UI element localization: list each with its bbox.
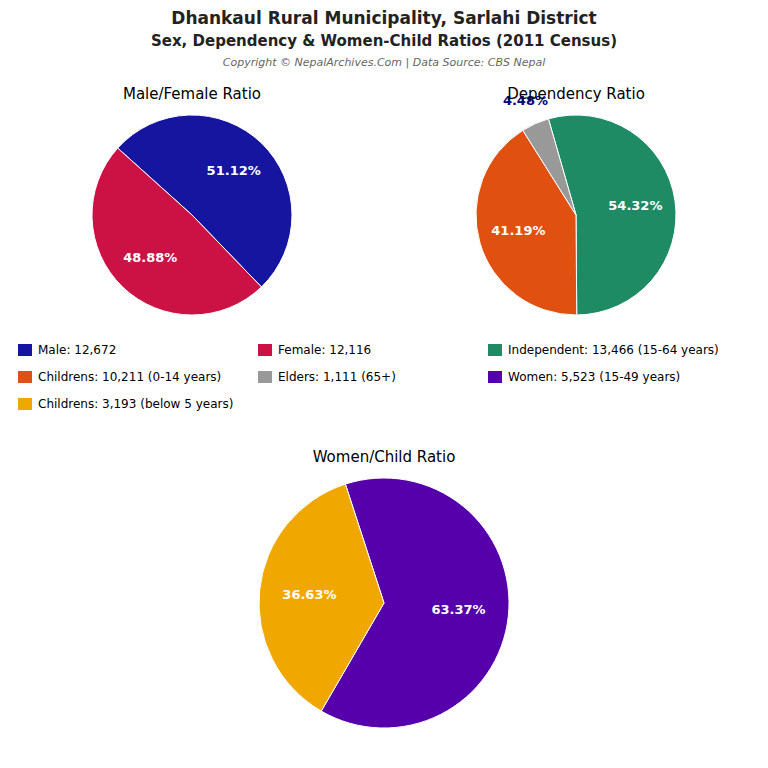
- legend-label: Childrens: 3,193 (below 5 years): [38, 397, 233, 411]
- legend-swatch: [18, 371, 32, 383]
- legend-label: Women: 5,523 (15-49 years): [508, 370, 680, 384]
- pie-title: Dependency Ratio: [507, 85, 645, 103]
- legend-label: Independent: 13,466 (15-64 years): [508, 343, 719, 357]
- data-label: 36.63%: [282, 587, 336, 602]
- legend: Male: 12,672 Female: 12,116 Independent: 1…: [18, 343, 719, 411]
- pie: 54.32%41.19%4.48%: [476, 93, 676, 315]
- legend-swatch: [18, 398, 32, 410]
- data-label: 63.37%: [432, 602, 486, 617]
- pie-title: Male/Female Ratio: [123, 85, 261, 103]
- pie-slice: [523, 119, 576, 215]
- title: Dhankaul Rural Municipality, Sarlahi Dis…: [171, 8, 596, 28]
- data-label: 51.12%: [207, 163, 261, 178]
- pie-slice: [92, 148, 261, 315]
- legend-label: Female: 12,116: [278, 343, 371, 357]
- legend-swatch: [488, 371, 502, 383]
- legend-label: Elders: 1,111 (65+): [278, 370, 396, 384]
- data-label: 41.19%: [491, 223, 545, 238]
- legend-swatch: [258, 344, 272, 356]
- legend-swatch: [18, 344, 32, 356]
- legend-swatch: [258, 371, 272, 383]
- subtitle: Sex, Dependency & Women-Child Ratios (20…: [151, 32, 617, 50]
- pie-title: Women/Child Ratio: [313, 448, 456, 466]
- chart: Dhankaul Rural Municipality, Sarlahi Dis…: [0, 0, 768, 768]
- pie-slice: [259, 484, 384, 711]
- pie: 51.12% 48.88%: [92, 115, 292, 315]
- pie: 63.37% 36.63%: [259, 478, 509, 728]
- pie-slice: [476, 130, 577, 315]
- annotation: Copyright © NepalArchives.Com | Data Sou…: [223, 56, 545, 69]
- legend-label: Childrens: 10,211 (0-14 years): [38, 370, 221, 384]
- legend-label: Male: 12,672: [38, 343, 116, 357]
- data-label: 54.32%: [608, 198, 662, 213]
- legend-swatch: [488, 344, 502, 356]
- data-label: 48.88%: [123, 250, 177, 265]
